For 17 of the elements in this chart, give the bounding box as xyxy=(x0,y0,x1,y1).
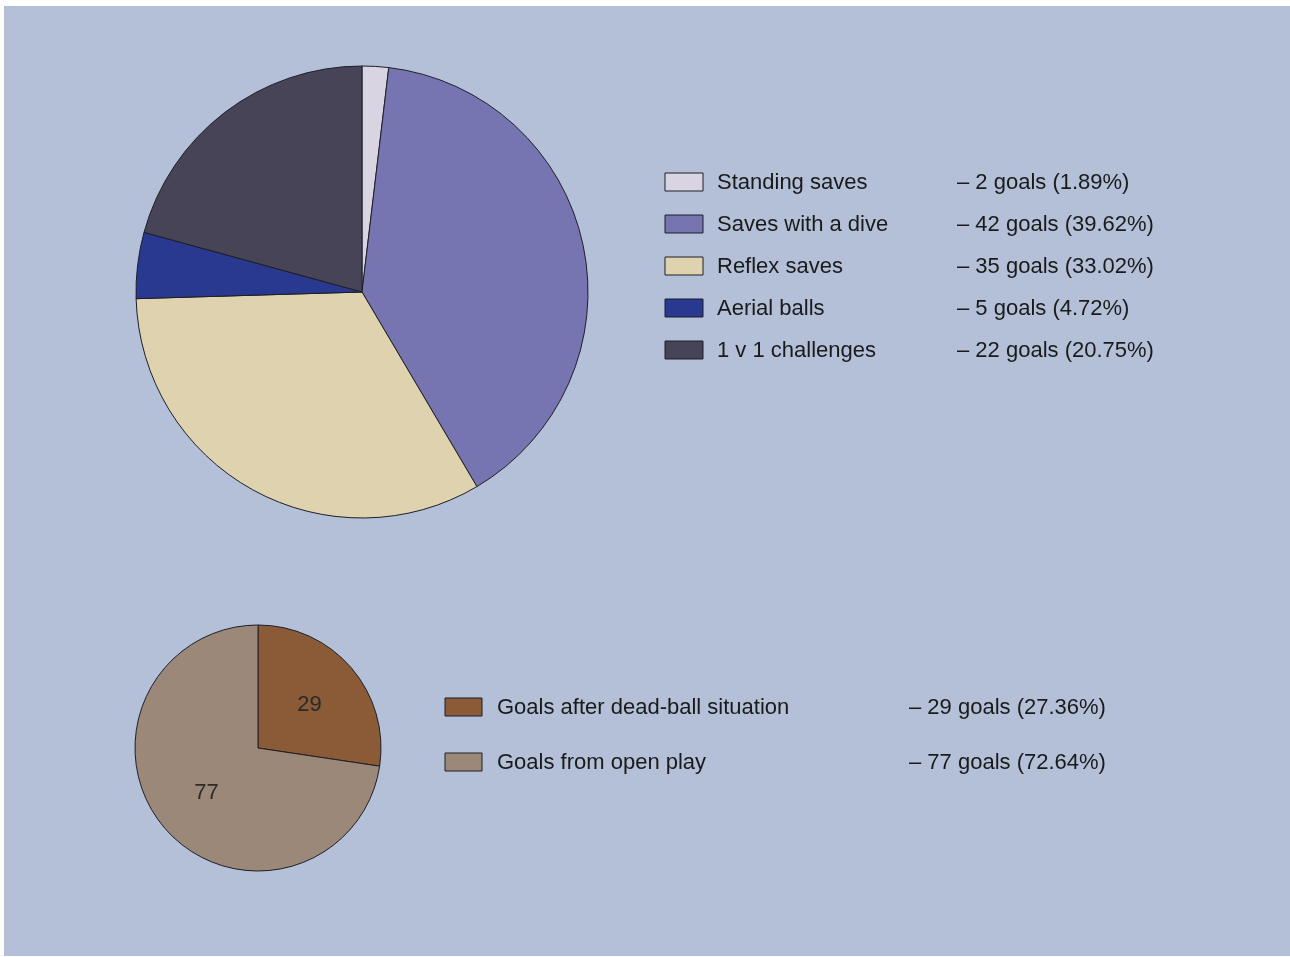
legend-label: Standing saves xyxy=(717,169,868,194)
text: – 42 goals (39.62%) xyxy=(957,211,1154,236)
legend-label: Reflex saves xyxy=(717,253,843,278)
pie-slice xyxy=(134,624,381,872)
legend-label: Goals from open play xyxy=(497,749,707,774)
text: – 35 goals (33.02%) xyxy=(957,253,1154,278)
legend-label: Goals after dead-ball situation xyxy=(497,694,790,719)
legend-label: Aerial balls xyxy=(717,295,825,320)
legend-label: Saves with a dive xyxy=(717,211,889,236)
text: – 29 goals (27.36%) xyxy=(909,694,1106,719)
data-label: 77 xyxy=(194,779,219,805)
text: – 22 goals (20.75%) xyxy=(957,337,1154,362)
text: – 2 goals (1.89%) xyxy=(957,169,1130,194)
text: – 5 goals (4.72%) xyxy=(957,295,1130,320)
text: – 77 goals (72.64%) xyxy=(909,749,1106,774)
legend-label: 1 v 1 challenges xyxy=(717,337,876,362)
data-label: 29 xyxy=(297,690,322,716)
